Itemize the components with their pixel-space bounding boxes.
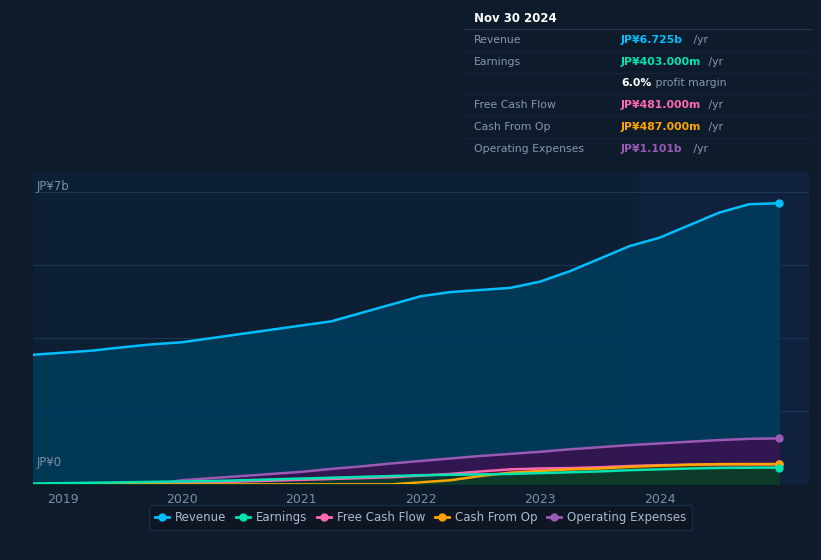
Text: Free Cash Flow: Free Cash Flow (475, 100, 556, 110)
Text: Cash From Op: Cash From Op (475, 122, 551, 132)
Legend: Revenue, Earnings, Free Cash Flow, Cash From Op, Operating Expenses: Revenue, Earnings, Free Cash Flow, Cash … (149, 506, 692, 530)
Text: JP¥481.000m: JP¥481.000m (621, 100, 701, 110)
Text: JP¥7b: JP¥7b (37, 180, 70, 193)
Text: /yr: /yr (705, 100, 723, 110)
Text: /yr: /yr (690, 144, 708, 154)
Text: JP¥6.725b: JP¥6.725b (621, 35, 683, 45)
Bar (640, 171, 809, 484)
Text: /yr: /yr (705, 122, 723, 132)
Text: JP¥487.000m: JP¥487.000m (621, 122, 701, 132)
Text: JP¥403.000m: JP¥403.000m (621, 57, 701, 67)
Text: JP¥1.101b: JP¥1.101b (621, 144, 682, 154)
Text: Nov 30 2024: Nov 30 2024 (475, 12, 557, 25)
Text: Revenue: Revenue (475, 35, 522, 45)
Text: JP¥0: JP¥0 (37, 456, 62, 469)
Text: /yr: /yr (705, 57, 723, 67)
Text: Operating Expenses: Operating Expenses (475, 144, 585, 154)
Text: Earnings: Earnings (475, 57, 521, 67)
Text: profit margin: profit margin (652, 78, 726, 88)
Text: /yr: /yr (690, 35, 708, 45)
Text: 6.0%: 6.0% (621, 78, 651, 88)
